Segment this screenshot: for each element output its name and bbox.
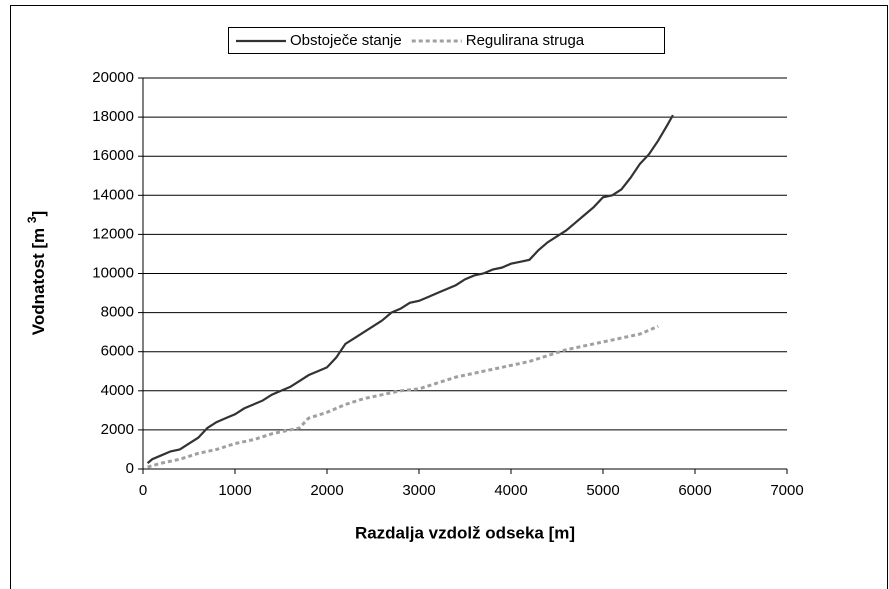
legend-label: Obstoječe stanje xyxy=(290,32,402,49)
y-tick-label: 12000 xyxy=(92,225,134,242)
legend-label: Regulirana struga xyxy=(466,32,585,49)
y-tick-label: 6000 xyxy=(101,343,134,360)
y-axis-label-sup: 3 xyxy=(25,216,39,223)
y-axis-label-text: Vodnatost [m xyxy=(29,223,48,335)
x-tick-label: 3000 xyxy=(402,482,435,499)
y-tick-label: 2000 xyxy=(101,421,134,438)
series-line xyxy=(147,324,659,469)
x-tick-label: 4000 xyxy=(494,482,527,499)
x-tick-label: 1000 xyxy=(218,482,251,499)
x-tick-label: 6000 xyxy=(678,482,711,499)
y-tick-label: 14000 xyxy=(92,186,134,203)
y-tick-label: 0 xyxy=(126,460,134,477)
series-line xyxy=(146,114,674,464)
x-tick-label: 0 xyxy=(139,482,147,499)
x-tick-label: 7000 xyxy=(770,482,803,499)
y-axis-label: Vodnatost [m 3] xyxy=(25,211,48,335)
x-axis-label: Razdalja vzdolž odseka [m] xyxy=(355,523,575,542)
y-tick-label: 20000 xyxy=(92,69,134,86)
x-tick-label: 5000 xyxy=(586,482,619,499)
y-tick-label: 8000 xyxy=(101,304,134,321)
chart-frame xyxy=(10,5,888,589)
y-axis-label-end: ] xyxy=(29,211,48,217)
y-tick-label: 4000 xyxy=(101,382,134,399)
y-tick-label: 10000 xyxy=(92,264,134,281)
y-tick-label: 16000 xyxy=(92,147,134,164)
x-tick-label: 2000 xyxy=(310,482,343,499)
legend-box xyxy=(228,27,665,54)
y-tick-label: 18000 xyxy=(92,108,134,125)
